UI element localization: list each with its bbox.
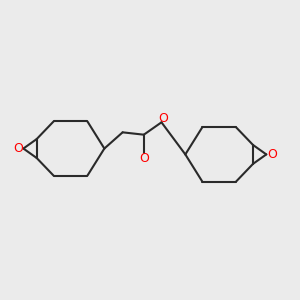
Text: O: O [267, 148, 277, 161]
Text: O: O [158, 112, 168, 125]
Text: O: O [139, 152, 149, 165]
Text: O: O [13, 142, 23, 155]
